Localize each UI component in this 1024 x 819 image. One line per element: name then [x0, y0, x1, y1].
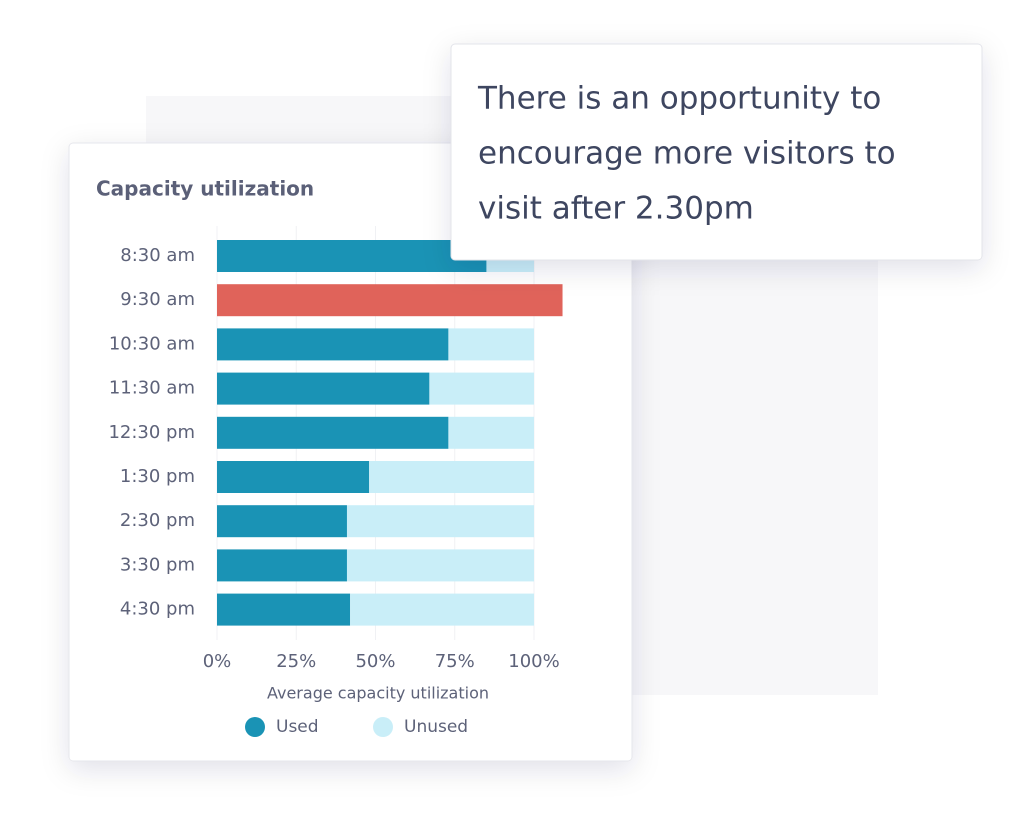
- bar-segment: [217, 461, 370, 493]
- y-tick-label: 8:30 am: [120, 245, 195, 266]
- y-tick-label: 1:30 pm: [120, 466, 195, 487]
- y-tick-label: 12:30 pm: [108, 422, 195, 443]
- bar-segment: [217, 416, 449, 449]
- bar-segment: [217, 284, 563, 317]
- x-tick-label: 0%: [203, 651, 232, 672]
- y-tick-label: 9:30 am: [120, 289, 195, 310]
- bar-segment: [346, 549, 534, 582]
- bar-segment: [448, 328, 534, 361]
- bar-segment: [429, 372, 534, 405]
- callout: [450, 43, 983, 261]
- bar-segment: [217, 372, 430, 405]
- x-tick-label: 75%: [435, 651, 475, 672]
- y-tick-label: 2:30 pm: [120, 510, 195, 531]
- legend-swatch: [245, 717, 265, 737]
- bar-segment: [448, 416, 534, 449]
- chart-title: Capacity utilization: [96, 177, 314, 201]
- bar-segment: [217, 328, 449, 361]
- x-tick-label: 100%: [508, 651, 559, 672]
- bar-segment: [346, 505, 534, 538]
- x-tick-label: 25%: [276, 651, 316, 672]
- plot: 0% 25% 50% 75% 100% 8:30 am 9:30 am 10:30 am 11:…: [108, 226, 563, 737]
- callout-line: encourage more visitors to: [478, 136, 896, 172]
- callout-line: visit after 2.30pm: [478, 191, 754, 227]
- bar-segment: [217, 549, 347, 582]
- y-tick-label: 10:30 am: [109, 333, 195, 354]
- x-axis-label: Average capacity utilization: [267, 684, 489, 703]
- legend-label: Used: [276, 717, 319, 737]
- bar-segment: [217, 240, 487, 272]
- bar-segment: [217, 505, 347, 538]
- bar-segment: [350, 593, 534, 626]
- y-tick-label: 11:30 am: [109, 378, 195, 399]
- y-tick-label: 3:30 pm: [120, 554, 195, 575]
- legend-swatch: [373, 717, 393, 737]
- callout-text: There is an opportunity to encourage more…: [477, 81, 896, 227]
- callout-line: There is an opportunity to: [477, 81, 881, 117]
- y-tick-label: 4:30 pm: [120, 599, 195, 620]
- legend-label: Unused: [404, 717, 468, 737]
- x-tick-label: 50%: [355, 651, 395, 672]
- bar-segment: [217, 593, 351, 626]
- bar-segment: [369, 461, 534, 493]
